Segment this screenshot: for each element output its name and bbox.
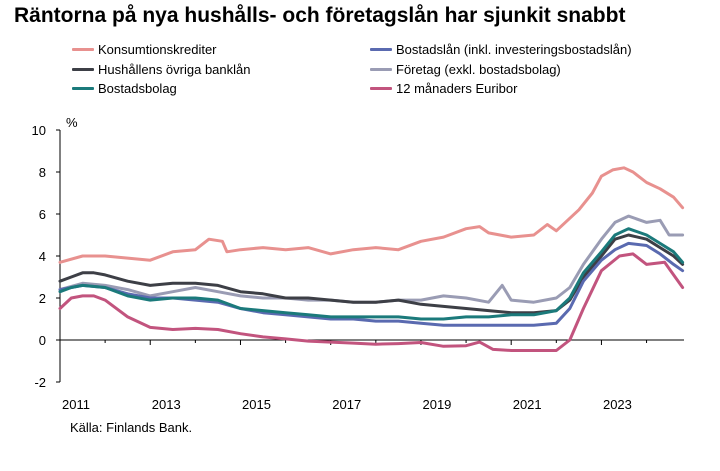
y-axis-unit-label: % [66,115,78,130]
y-tick-label: 0 [39,333,46,348]
series-line-1 [58,233,685,315]
legend-label: Företag (exkl. bostadsbolag) [396,62,561,77]
legend-item: Bostadslån (inkl. investeringsbostadslån… [370,42,632,57]
legend-item: Företag (exkl. bostadsbolag) [370,62,561,77]
x-tick-label: 2015 [242,397,271,412]
legend-swatch [72,68,94,71]
axes: -2 0 2 4 6 8 10 2011 2013 2015 2017 2019 2021 2023 [32,123,684,412]
x-tick-label: 2017 [332,397,361,412]
legend-swatch [72,87,94,90]
y-tick-label: -2 [34,375,46,390]
chart-title: Räntorna på nya hushålls- och företagslå… [14,4,626,27]
x-tick-label: 2019 [422,397,451,412]
legend-swatch [370,87,392,90]
x-tick-label: 2011 [62,397,90,412]
legend-item: Bostadsbolag [72,81,177,96]
y-tick-label: 8 [39,165,46,180]
y-tick-label: 4 [39,249,46,264]
y-tick-label: 2 [39,291,46,306]
series-line-0 [58,166,685,264]
legend-item: Konsumtionskrediter [72,42,217,57]
legend-swatch [370,68,392,71]
x-tick-label: 2013 [152,397,181,412]
series-layer [58,166,685,352]
series-line-2 [58,227,685,321]
legend-label: Bostadsbolag [98,81,177,96]
legend-label: Konsumtionskrediter [98,42,217,57]
legend-item: Hushållens övriga banklån [72,62,250,77]
legend-label: 12 månaders Euribor [396,81,518,96]
x-tick-label: 2023 [603,397,632,412]
x-tick-label: 2021 [513,397,542,412]
y-tick-label: 10 [32,123,46,138]
legend-swatch [72,48,94,51]
series-line-4 [58,214,685,304]
series-line-5 [58,252,685,352]
legend: Konsumtionskrediter Hushållens övriga ba… [0,0,720,100]
legend-swatch [370,48,392,51]
y-tick-label: 6 [39,207,46,222]
legend-label: Hushållens övriga banklån [98,62,251,77]
legend-item: 12 månaders Euribor [370,81,517,96]
legend-label: Bostadslån (inkl. investeringsbostadslån… [396,42,632,57]
source-note: Källa: Finlands Bank. [70,420,193,435]
